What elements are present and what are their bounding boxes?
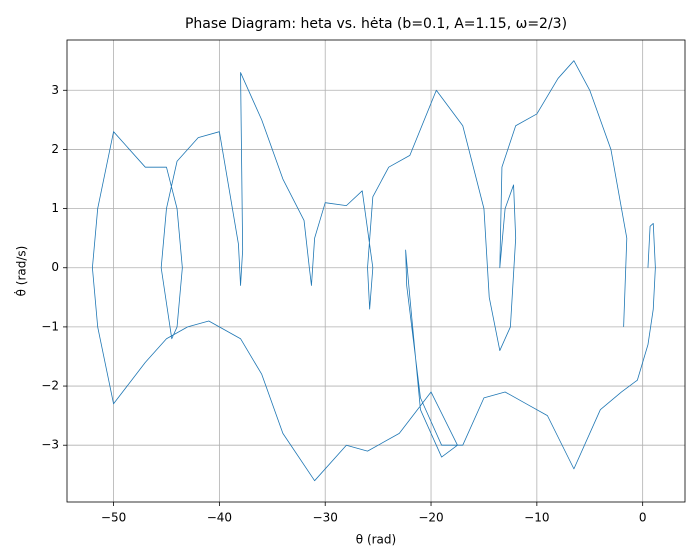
y-tick-label: 3 [51, 83, 59, 97]
y-tick-label: 1 [51, 201, 59, 215]
y-tick-label: −2 [41, 379, 59, 393]
y-tick-label: 0 [51, 260, 59, 274]
chart-title: Phase Diagram: heta vs. hėta (b=0.1, A=1… [185, 16, 567, 32]
y-tick-label: 2 [51, 142, 59, 156]
x-tick-label: −50 [101, 511, 126, 525]
y-tick-label: −3 [41, 438, 59, 452]
x-tick-label: −40 [207, 511, 232, 525]
x-axis-label: θ (rad) [356, 533, 396, 547]
y-axis-label: θ̇ (rad/s) [13, 246, 28, 297]
data-line [92, 60, 656, 482]
y-tick-label: −1 [41, 319, 59, 333]
x-tick-label: −10 [524, 511, 549, 525]
x-tick-label: −20 [418, 511, 443, 525]
x-tick-label: 0 [639, 511, 647, 525]
x-tick-label: −30 [313, 511, 338, 525]
plot-frame [66, 39, 686, 503]
